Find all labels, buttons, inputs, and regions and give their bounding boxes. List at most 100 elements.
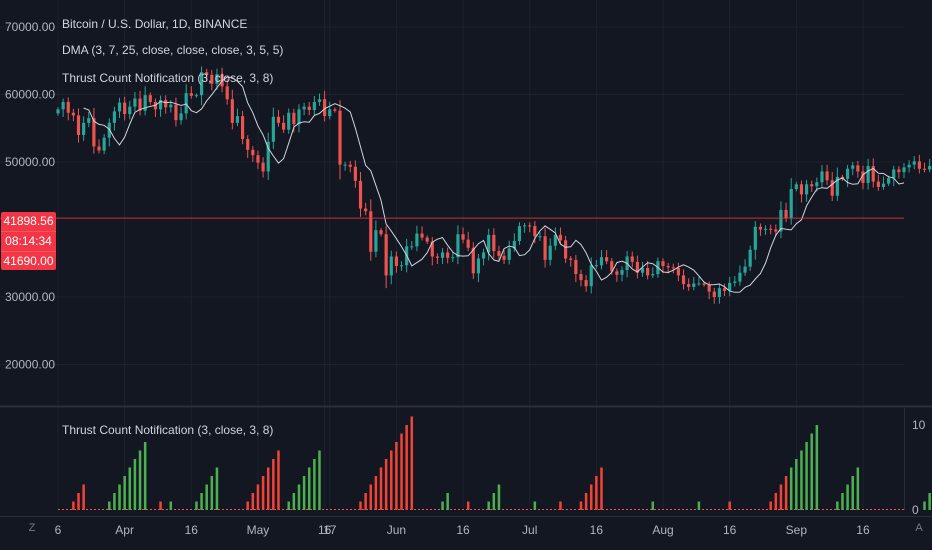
thrust-bar	[82, 484, 85, 510]
candle	[589, 265, 593, 287]
candle	[779, 209, 783, 232]
candle	[753, 226, 757, 250]
candle	[748, 249, 752, 267]
candle	[605, 257, 609, 262]
x-tick-label: 16	[456, 523, 470, 537]
price-tag: 41898.56 08:14:34 41690.00	[1, 212, 56, 270]
thrust-bar	[400, 433, 403, 510]
thrust-bar	[841, 493, 844, 510]
candle	[389, 256, 393, 276]
thrust-bar	[266, 467, 270, 510]
candle	[179, 113, 183, 121]
y-tick-label: 50000.00	[5, 155, 55, 169]
thrust-bar	[697, 501, 701, 510]
candle	[892, 169, 896, 179]
candle	[825, 171, 829, 181]
zoom-button[interactable]: Z	[28, 522, 36, 534]
candle	[348, 164, 352, 167]
thrust-bar	[492, 493, 496, 510]
thrust-bar	[118, 484, 121, 510]
candle	[907, 164, 911, 168]
study-thrust-label[interactable]: Thrust Count Notification (3, close, 3, …	[62, 71, 274, 85]
thrust-pane[interactable]	[58, 416, 932, 511]
thrust-bar	[143, 442, 147, 510]
thrust-bar	[533, 501, 537, 510]
candle	[271, 116, 275, 142]
thrust-bar	[595, 476, 598, 510]
candle	[76, 115, 81, 135]
y-tick-label: 20000.00	[5, 358, 55, 372]
candle	[912, 161, 916, 165]
candle	[917, 161, 921, 169]
thrust-bar	[307, 467, 311, 510]
candle	[107, 122, 111, 138]
candle	[661, 261, 665, 266]
candle	[507, 248, 511, 260]
thrust-bar	[77, 493, 80, 510]
thrust-bar	[784, 476, 788, 510]
candle	[71, 112, 75, 116]
candle	[451, 257, 455, 259]
auto-scale-button[interactable]: A	[915, 522, 923, 534]
candle	[364, 208, 368, 212]
candle	[235, 116, 240, 123]
candle	[615, 271, 619, 275]
thrust-bar	[497, 484, 501, 510]
candle	[123, 102, 127, 115]
thrust-bar	[810, 433, 813, 510]
candle	[307, 106, 311, 111]
candle	[266, 141, 270, 172]
candle	[446, 252, 450, 258]
x-tick-label: 16	[185, 523, 199, 537]
thrust-bar	[128, 467, 132, 510]
thrust-bar	[579, 501, 583, 510]
thrust-bar	[205, 484, 208, 510]
candle	[594, 265, 598, 267]
candle	[117, 102, 122, 112]
price-pane[interactable]	[0, 66, 932, 304]
thrust-bar	[600, 467, 603, 510]
x-tick-label: Jun	[387, 523, 406, 537]
candle	[815, 182, 819, 187]
candle	[215, 74, 219, 84]
thrust-bar	[487, 501, 490, 510]
candle	[763, 228, 768, 230]
study-dma-label[interactable]: DMA (3, 7, 25, close, close, close, 3, 5…	[62, 43, 284, 57]
thrust-bar	[728, 501, 731, 510]
candle	[133, 98, 137, 107]
candle	[174, 104, 178, 121]
candle	[440, 252, 445, 258]
candle	[61, 101, 65, 110]
thrust-bar	[836, 501, 839, 510]
candle	[384, 234, 388, 276]
candle	[143, 95, 147, 111]
candle	[102, 137, 106, 151]
pane-title[interactable]: Thrust Count Notification (3, close, 3, …	[62, 423, 274, 437]
candle	[738, 272, 742, 282]
thrust-bar	[851, 476, 854, 510]
candle	[461, 234, 465, 240]
candle	[579, 274, 583, 281]
thrust-bar	[210, 476, 214, 510]
thrust-bar	[769, 501, 772, 510]
thrust-bar	[72, 501, 75, 510]
y-tick-label: 70000.00	[5, 20, 55, 34]
candle	[553, 234, 557, 246]
candle	[697, 283, 701, 285]
candle	[240, 116, 245, 140]
candle	[56, 109, 60, 114]
x-tick-label: 16	[723, 523, 737, 537]
thrust-bar	[195, 501, 198, 510]
candle	[148, 95, 152, 102]
candle	[425, 237, 429, 242]
thrust-bar	[159, 501, 162, 510]
candle	[887, 178, 891, 184]
thrust-bar	[395, 442, 398, 510]
candle	[394, 256, 398, 266]
thrust-bar	[589, 484, 593, 510]
candle	[251, 149, 255, 156]
thrust-bar	[297, 484, 301, 510]
thrust-bar	[800, 450, 803, 510]
candle	[794, 184, 798, 189]
